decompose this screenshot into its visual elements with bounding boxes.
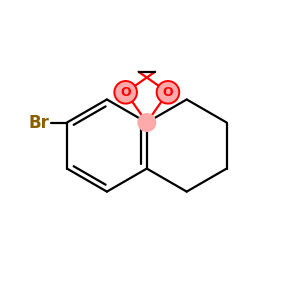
Circle shape — [114, 81, 137, 103]
Text: O: O — [120, 86, 131, 99]
Text: O: O — [163, 86, 173, 99]
Circle shape — [157, 81, 179, 103]
Circle shape — [137, 113, 156, 132]
Text: Br: Br — [28, 113, 49, 131]
